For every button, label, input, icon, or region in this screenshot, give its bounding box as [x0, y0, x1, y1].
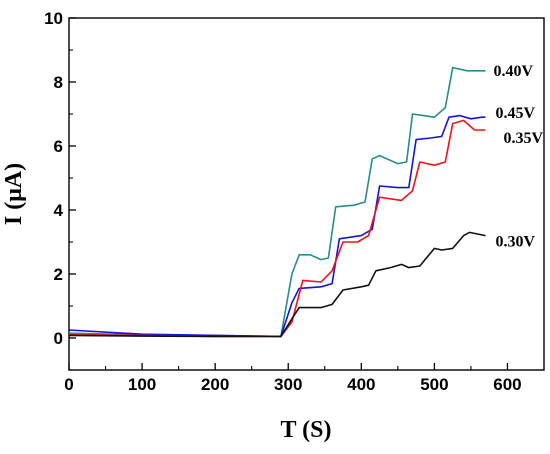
x-tick-label: 200 [201, 375, 229, 394]
plot-frame [68, 17, 545, 371]
y-tick-label: 0 [54, 329, 63, 348]
x-ticks: 0 100 200 300 400 500 600 [64, 363, 522, 394]
series-label-0-30v: 0.30V [496, 234, 536, 251]
x-tick-label: 600 [493, 375, 521, 394]
series-label-0-35v: 0.35V [504, 130, 544, 147]
x-tick-label: 0 [64, 375, 73, 394]
x-axis-title: T (S) [281, 417, 332, 443]
series-line-0-40v [68, 66, 486, 338]
x-tick-label: 300 [274, 375, 302, 394]
y-axis-title: I (μA) [1, 163, 27, 225]
series-line-0-35v [68, 119, 486, 338]
x-tick-label: 500 [420, 375, 448, 394]
y-tick-label: 4 [54, 201, 64, 220]
series-line-0-45v [68, 114, 486, 338]
y-tick-label: 2 [54, 265, 63, 284]
series-label-0-40v: 0.40V [494, 63, 534, 80]
x-tick-label: 400 [347, 375, 375, 394]
series-label-0-45v: 0.45V [496, 105, 536, 122]
x-tick-label: 100 [128, 375, 156, 394]
y-tick-label: 8 [54, 73, 63, 92]
series-line-0-30v [68, 231, 486, 338]
y-tick-label: 10 [44, 9, 63, 28]
series-lines [68, 66, 486, 338]
y-tick-label: 6 [54, 137, 63, 156]
y-ticks: 0 2 4 6 8 10 [44, 9, 76, 371]
series-labels: 0.40V 0.45V 0.35V 0.30V [494, 63, 544, 251]
